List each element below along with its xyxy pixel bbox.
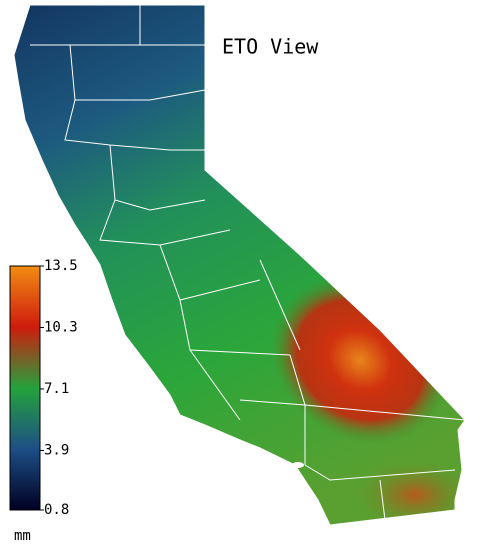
unit-label: mm bbox=[14, 528, 31, 544]
colorbar bbox=[9, 265, 41, 511]
tick-label: 10.3 bbox=[44, 319, 78, 335]
tick-label: 3.9 bbox=[44, 442, 69, 458]
map-title: ETO View bbox=[222, 35, 319, 59]
tick-label: 7.1 bbox=[44, 381, 69, 397]
tick-label: 0.8 bbox=[44, 502, 69, 518]
tick-label: 13.5 bbox=[44, 258, 78, 274]
islands bbox=[182, 445, 304, 515]
county-borders bbox=[30, 5, 466, 521]
